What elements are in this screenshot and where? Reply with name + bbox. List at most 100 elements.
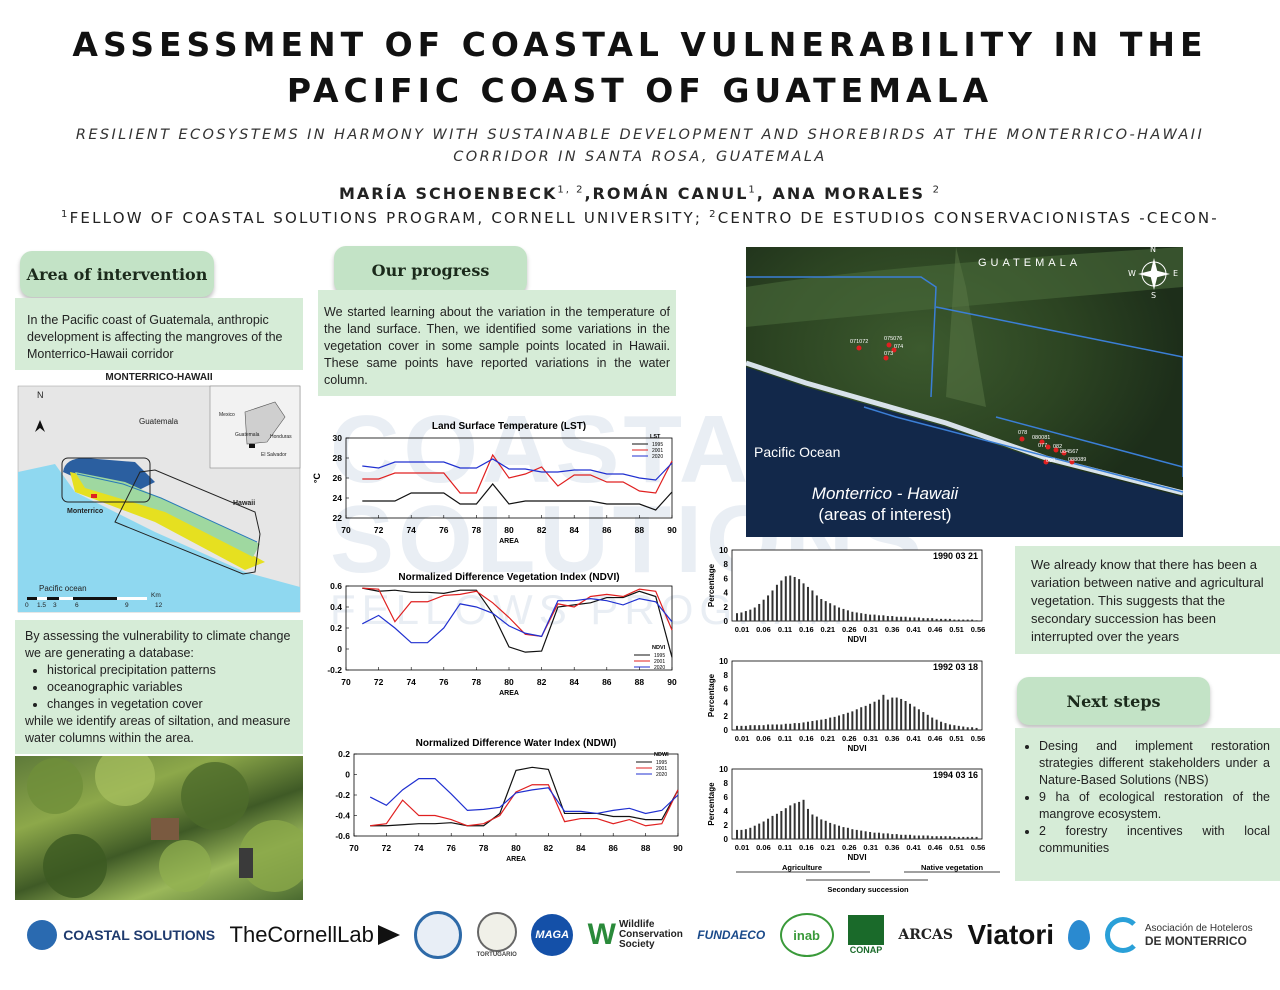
chart-frame xyxy=(353,753,679,837)
x-tick-label: 0.16 xyxy=(799,625,814,634)
histogram-bar xyxy=(749,725,752,730)
x-tick-label: 0.26 xyxy=(842,843,857,852)
x-tick-label: 76 xyxy=(446,843,456,853)
y-tick-label: 4 xyxy=(724,807,729,816)
x-tick-label: 82 xyxy=(537,677,547,687)
x-tick-label: 70 xyxy=(341,677,351,687)
histogram-bar xyxy=(962,836,965,839)
logo-viatori: Viatori xyxy=(967,919,1054,951)
inset-mexico: Mexico xyxy=(219,412,235,418)
histogram-bar xyxy=(833,605,836,621)
histogram-bar xyxy=(922,712,925,730)
area-map: MONTERRICO-HAWAII N Guatemala Hawaii Mon… xyxy=(15,372,303,616)
secondary-label: Secondary succession xyxy=(827,885,909,894)
histogram-bar xyxy=(909,703,912,730)
compass-w: W xyxy=(1128,269,1136,278)
x-tick-label: 0.41 xyxy=(906,625,921,634)
next-list: Desing and implement restoration strateg… xyxy=(1023,738,1270,857)
histogram-bar xyxy=(815,595,818,621)
histogram-bar xyxy=(900,698,903,730)
next-item: 9 ha of ecological restoration of the ma… xyxy=(1039,789,1270,823)
histogram-bar xyxy=(838,607,841,621)
agriculture-label: Agriculture xyxy=(782,863,822,872)
histogram-bar xyxy=(882,833,885,839)
y-tick-label: 6 xyxy=(724,793,729,802)
histogram-bar xyxy=(895,834,898,839)
legend-label: 2001 xyxy=(656,766,667,772)
x-axis-label: AREA xyxy=(506,856,526,863)
y-tick-label: 28 xyxy=(333,453,343,463)
histogram-bar xyxy=(784,808,787,839)
x-axis-label: NDVI xyxy=(847,635,866,644)
histogram-bar xyxy=(900,616,903,621)
histogram-bar xyxy=(971,836,974,839)
x-tick-label: 80 xyxy=(504,525,514,535)
native-label: Native vegetation xyxy=(921,863,984,872)
y-tick-label: 0 xyxy=(337,644,342,654)
logo-text: MAGA xyxy=(535,929,570,941)
histogram-bar xyxy=(935,719,938,730)
histogram-bar xyxy=(829,717,832,730)
histogram-bar xyxy=(873,701,876,730)
caption-line1: Monterrico - Hawaii xyxy=(811,484,959,503)
x-tick-label: 76 xyxy=(439,677,449,687)
series-line-2020 xyxy=(362,458,673,481)
histogram-bar xyxy=(873,832,876,839)
x-tick-label: 70 xyxy=(341,525,351,535)
chart-title: Normalized Difference Vegetation Index (… xyxy=(398,572,619,583)
title-line2: PACIFIC COAST OF GUATEMALA xyxy=(286,71,994,110)
histogram-bar xyxy=(838,825,841,839)
histogram-bar xyxy=(966,727,969,730)
histogram-bar xyxy=(838,715,841,730)
sample-point-label: 074 xyxy=(894,344,904,350)
y-axis-label: Percentage xyxy=(707,782,716,826)
logo-tortugario: TORTUGARIO xyxy=(477,912,517,958)
x-tick-label: 0.21 xyxy=(821,843,836,852)
logo-drop xyxy=(1068,920,1091,950)
watermark-line1: COASTAL xyxy=(330,396,815,503)
x-tick-label: 70 xyxy=(349,843,359,853)
x-tick-label: 84 xyxy=(576,843,586,853)
x-tick-label: 0.31 xyxy=(863,843,878,852)
histogram-bar xyxy=(917,835,920,839)
author1: MARÍA SCHOENBECK xyxy=(338,184,558,203)
y-axis-label: °C xyxy=(312,472,322,483)
logo-inab: inab xyxy=(779,913,834,957)
y-tick-label: 22 xyxy=(333,513,343,523)
x-tick-label: 82 xyxy=(537,525,547,535)
histogram-bar xyxy=(909,834,912,839)
histogram-bar xyxy=(957,836,960,839)
x-axis-label: AREA xyxy=(499,690,519,697)
satellite-image: GUATEMALA N S W E 071072 075076 074 073 078 0… xyxy=(746,247,1183,537)
sample-point-label: 071072 xyxy=(850,339,869,345)
area-text: In the Pacific coast of Guatemala, anthr… xyxy=(15,298,303,370)
x-tick-label: 84 xyxy=(569,677,579,687)
scale-tick-label: 9 xyxy=(125,602,129,609)
ndvi-chart: Normalized Difference Vegetation Index (… xyxy=(327,572,677,697)
y-tick-label: 0 xyxy=(345,770,350,780)
y-tick-label: 0 xyxy=(724,835,729,844)
histogram-bar xyxy=(824,820,827,839)
next-heading: Next steps xyxy=(1017,677,1210,725)
histogram-bar xyxy=(957,619,960,621)
histogram-bar xyxy=(824,601,827,621)
histogram-bar xyxy=(864,613,867,621)
histogram-bar xyxy=(935,836,938,839)
y-tick-label: 0.2 xyxy=(330,623,342,633)
map-scale-km: Km xyxy=(151,592,161,599)
histogram-bar xyxy=(833,716,836,730)
author3: , ANA MORALES xyxy=(756,184,933,203)
caption-line2: (areas of interest) xyxy=(818,505,952,524)
histogram-bar xyxy=(780,580,783,621)
histogram-bar xyxy=(758,603,761,621)
map-label-ocean: Pacific ocean xyxy=(39,584,87,593)
y-tick-label: 8 xyxy=(724,671,729,680)
lst-chart: Land Surface Temperature (LST) 70 72 74 76 78… xyxy=(312,421,677,545)
map-label-hawaii: Hawaii xyxy=(233,500,256,507)
x-tick-label: 0.46 xyxy=(928,625,943,634)
histogram-bar xyxy=(966,619,969,621)
histogram-bar xyxy=(882,694,885,730)
scale-tick-label: 0 xyxy=(25,602,29,609)
histogram-bar xyxy=(736,613,738,621)
logo-text: Viatori xyxy=(967,919,1055,950)
